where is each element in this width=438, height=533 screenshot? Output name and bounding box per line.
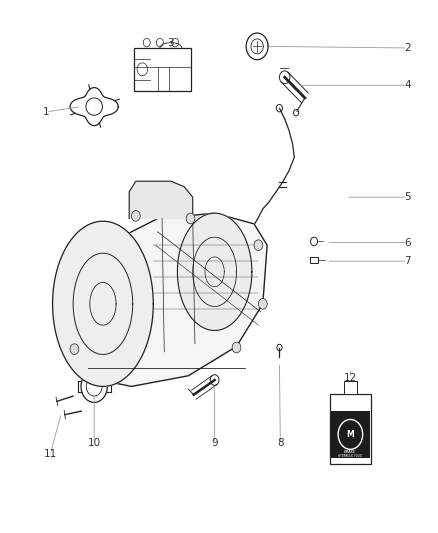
Text: 10: 10	[88, 439, 101, 448]
Circle shape	[254, 240, 263, 251]
Polygon shape	[53, 221, 153, 386]
Circle shape	[70, 344, 79, 354]
Circle shape	[338, 419, 363, 449]
Polygon shape	[177, 213, 252, 330]
Text: 1: 1	[42, 107, 49, 117]
Polygon shape	[57, 213, 267, 386]
Bar	[310, 257, 318, 263]
Text: 8: 8	[277, 439, 284, 448]
Text: 4: 4	[404, 80, 411, 90]
Text: 11: 11	[44, 449, 57, 459]
Circle shape	[232, 342, 241, 353]
Text: 2: 2	[404, 43, 411, 53]
Circle shape	[131, 211, 140, 221]
Text: 6: 6	[404, 238, 411, 247]
Text: 3: 3	[167, 38, 174, 47]
Circle shape	[258, 298, 267, 309]
Bar	[330, 394, 371, 464]
Bar	[134, 48, 191, 91]
Text: 7: 7	[404, 256, 411, 266]
Text: 5: 5	[404, 192, 411, 202]
Text: HYDRAULIC FLUID: HYDRAULIC FLUID	[339, 454, 362, 458]
Text: M: M	[346, 430, 354, 439]
Text: BRAKE: BRAKE	[344, 450, 357, 454]
Text: 12: 12	[344, 374, 357, 383]
Circle shape	[186, 213, 195, 224]
Polygon shape	[129, 181, 193, 219]
Bar	[331, 411, 370, 458]
Bar	[344, 381, 357, 394]
Text: 9: 9	[211, 439, 218, 448]
